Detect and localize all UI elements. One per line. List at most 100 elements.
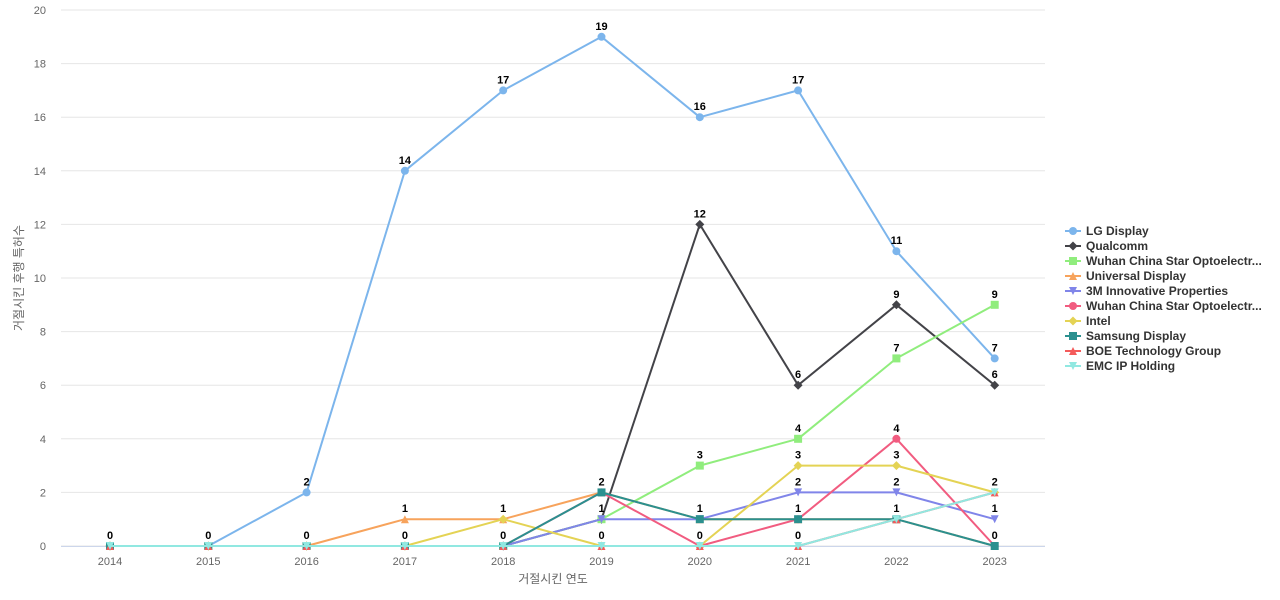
x-tick-label: 2022 [884, 556, 908, 568]
legend-item[interactable]: EMC IP Holding [1065, 359, 1175, 373]
data-point[interactable] [990, 354, 999, 363]
data-point[interactable] [499, 542, 508, 550]
data-label: 1 [697, 503, 703, 515]
data-point[interactable] [400, 166, 409, 175]
y-tick-label: 20 [34, 5, 46, 17]
data-point[interactable] [695, 113, 704, 122]
x-tick-label: 2020 [688, 556, 712, 568]
data-label: 7 [992, 342, 998, 354]
data-label: 1 [992, 503, 998, 515]
data-point[interactable] [695, 219, 705, 229]
data-point[interactable] [892, 515, 901, 524]
legend-label: LG Display [1086, 224, 1149, 238]
data-label: 1 [893, 503, 899, 515]
data-label: 0 [992, 530, 998, 542]
legend-label: Samsung Display [1086, 329, 1186, 343]
data-label: 0 [402, 530, 408, 542]
legend-item[interactable]: 3M Innovative Properties [1065, 284, 1228, 298]
legend-item[interactable]: Qualcomm [1065, 239, 1148, 253]
data-point[interactable] [892, 247, 901, 256]
data-point[interactable] [106, 542, 114, 550]
data-point[interactable] [695, 461, 704, 470]
data-label: 0 [304, 530, 310, 542]
legend-label: Universal Display [1086, 269, 1186, 283]
legend-item[interactable]: Samsung Display [1065, 329, 1186, 343]
data-point[interactable] [990, 488, 999, 497]
data-point[interactable] [597, 515, 606, 524]
data-point[interactable] [204, 542, 213, 550]
legend-marker [1068, 316, 1078, 326]
data-point[interactable] [794, 86, 803, 95]
data-point[interactable] [990, 515, 999, 524]
x-tick-label: 2015 [196, 556, 220, 568]
data-label: 4 [795, 423, 802, 435]
y-tick-label: 6 [40, 380, 46, 392]
data-label: 14 [399, 155, 412, 167]
data-point[interactable] [793, 380, 803, 390]
legend-item[interactable]: Wuhan China Star Optoelectr... [1065, 254, 1262, 268]
data-labels: 0 020141017101921016123101764321011974321… [107, 21, 998, 542]
data-point[interactable] [891, 461, 901, 471]
data-label: 3 [795, 450, 801, 462]
series-lines [105, 32, 1000, 551]
data-label: 11 [891, 235, 903, 247]
series-9 [106, 488, 999, 550]
x-tick-label: 2018 [491, 556, 515, 568]
data-label: 1 [795, 503, 801, 515]
data-label: 6 [795, 369, 801, 381]
data-point[interactable] [302, 542, 311, 550]
data-point[interactable] [990, 300, 999, 309]
legend-label: EMC IP Holding [1086, 359, 1175, 373]
data-point[interactable] [400, 515, 409, 524]
data-point[interactable] [990, 380, 1000, 390]
legend-item[interactable]: Universal Display [1065, 269, 1186, 283]
data-label: 12 [694, 208, 706, 220]
data-point[interactable] [597, 32, 606, 41]
legend-item[interactable]: BOE Technology Group [1065, 344, 1221, 358]
legend-marker [1069, 302, 1077, 310]
data-point[interactable] [597, 542, 606, 550]
legend-label: Qualcomm [1086, 239, 1148, 253]
data-point[interactable] [499, 86, 508, 95]
legend-marker [1069, 362, 1077, 370]
y-axis: 0 2 4 6 8 10 12 14 16 18 20 [34, 5, 46, 553]
data-label: 17 [497, 74, 509, 86]
legend-label: Wuhan China Star Optoelectr... [1086, 299, 1262, 313]
x-tick-label: 2014 [98, 556, 122, 568]
data-point[interactable] [892, 434, 901, 443]
data-point[interactable] [793, 461, 803, 471]
data-point[interactable] [794, 515, 803, 524]
y-tick-label: 12 [34, 219, 46, 231]
data-point[interactable] [302, 488, 311, 497]
x-tick-label: 2021 [786, 556, 810, 568]
data-label: 17 [792, 74, 804, 86]
data-label: 2 [893, 476, 899, 488]
data-label: 2 [992, 476, 998, 488]
data-point[interactable] [597, 488, 606, 497]
legend-item[interactable]: LG Display [1065, 224, 1149, 238]
data-point[interactable] [794, 488, 803, 497]
data-label: 9 [992, 289, 998, 301]
data-point[interactable] [794, 542, 803, 550]
legend-marker [1069, 272, 1077, 280]
data-point[interactable] [695, 542, 704, 550]
data-point[interactable] [990, 542, 999, 550]
data-point[interactable] [794, 434, 803, 443]
data-point[interactable] [892, 354, 901, 363]
data-point[interactable] [891, 300, 901, 310]
legend-marker [1069, 227, 1077, 235]
series-line [109, 491, 996, 547]
data-label: 0 [107, 530, 113, 542]
legend-label: BOE Technology Group [1086, 344, 1221, 358]
data-point[interactable] [400, 542, 409, 550]
data-label: 2 [598, 476, 604, 488]
data-point[interactable] [892, 488, 901, 497]
y-tick-label: 8 [40, 327, 46, 339]
data-point[interactable] [498, 514, 508, 524]
legend-item[interactable]: Intel [1065, 314, 1111, 328]
data-point[interactable] [695, 515, 704, 524]
legend-item[interactable]: Wuhan China Star Optoelectr... [1065, 299, 1262, 313]
data-label: 2 [304, 476, 310, 488]
series-line [109, 491, 996, 547]
